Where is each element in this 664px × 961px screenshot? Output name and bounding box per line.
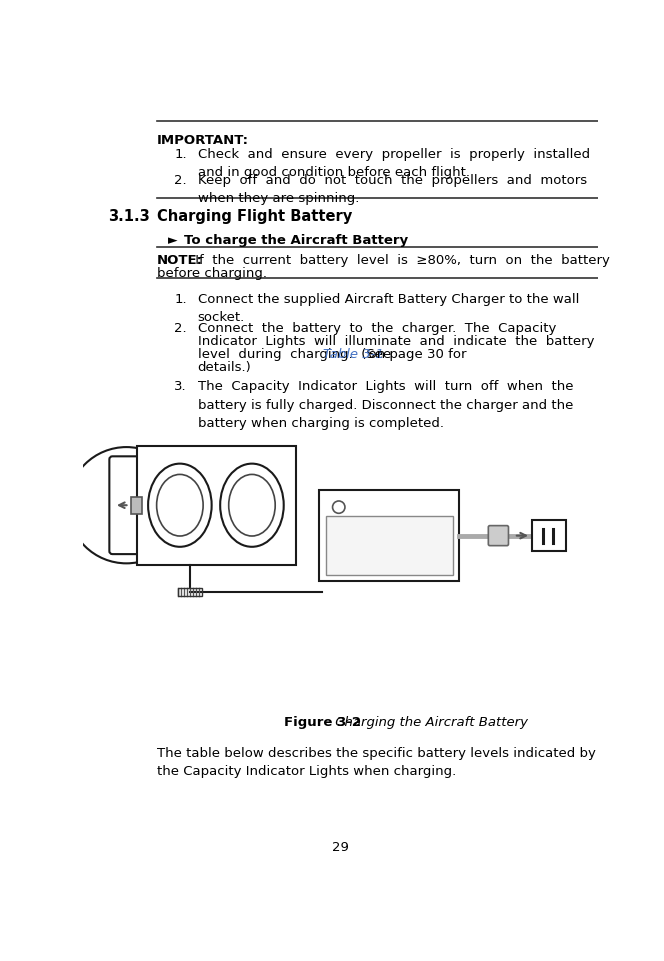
Text: Keep  off  and  do  not  touch  the  propellers  and  motors
when they are spinn: Keep off and do not touch the propellers… (198, 174, 587, 206)
Text: 1.: 1. (175, 148, 187, 160)
Text: Indicator  Lights  will  illuminate  and  indicate  the  battery: Indicator Lights will illuminate and ind… (198, 334, 594, 348)
Text: 3.: 3. (175, 380, 187, 393)
Text: To charge the Aircraft Battery: To charge the Aircraft Battery (184, 234, 408, 247)
Ellipse shape (148, 464, 212, 547)
Ellipse shape (220, 464, 284, 547)
Text: If  the  current  battery  level  is  ≥80%,  turn  on  the  battery: If the current battery level is ≥80%, tu… (191, 254, 610, 267)
Text: details.): details.) (198, 360, 252, 374)
Text: IMPORTANT:: IMPORTANT: (157, 134, 248, 147)
Bar (325, 517, 453, 576)
Text: on page 30 for: on page 30 for (361, 348, 467, 360)
Text: level  during  charging.  (See: level during charging. (See (198, 348, 400, 360)
FancyBboxPatch shape (110, 456, 145, 554)
Text: The  Capacity  Indicator  Lights  will  turn  off  when  the
battery is fully ch: The Capacity Indicator Lights will turn … (198, 380, 573, 430)
Text: before charging.: before charging. (157, 267, 267, 280)
Text: Figure 3-2: Figure 3-2 (284, 715, 361, 728)
Circle shape (333, 502, 345, 514)
Text: Table 3-1: Table 3-1 (323, 348, 384, 360)
FancyBboxPatch shape (532, 521, 566, 552)
Circle shape (68, 448, 185, 564)
Text: Connect  the  battery  to  the  charger.  The  Capacity: Connect the battery to the charger. The … (198, 322, 556, 334)
Ellipse shape (157, 475, 203, 536)
Text: 2.: 2. (175, 322, 187, 334)
Text: Charging Flight Battery: Charging Flight Battery (157, 209, 352, 224)
Bar (179, 588, 202, 596)
Ellipse shape (228, 475, 275, 536)
FancyBboxPatch shape (488, 526, 509, 546)
Text: 1.: 1. (175, 292, 187, 306)
Text: ►: ► (168, 234, 178, 247)
Bar (137, 446, 296, 565)
Text: 2.: 2. (175, 174, 187, 186)
Text: 29: 29 (332, 840, 349, 853)
Bar (319, 491, 459, 581)
Text: 3.1.3: 3.1.3 (108, 209, 149, 224)
Text: The table below describes the specific battery levels indicated by
the Capacity : The table below describes the specific b… (157, 746, 596, 777)
Text: Check  and  ensure  every  propeller  is  properly  installed
and in good condit: Check and ensure every propeller is prop… (198, 148, 590, 179)
Text: Connect the supplied Aircraft Battery Charger to the wall
socket.: Connect the supplied Aircraft Battery Ch… (198, 292, 579, 324)
Text: NOTE:: NOTE: (157, 254, 203, 267)
Text: Charging the Aircraft Battery: Charging the Aircraft Battery (331, 715, 528, 728)
FancyBboxPatch shape (131, 497, 142, 514)
